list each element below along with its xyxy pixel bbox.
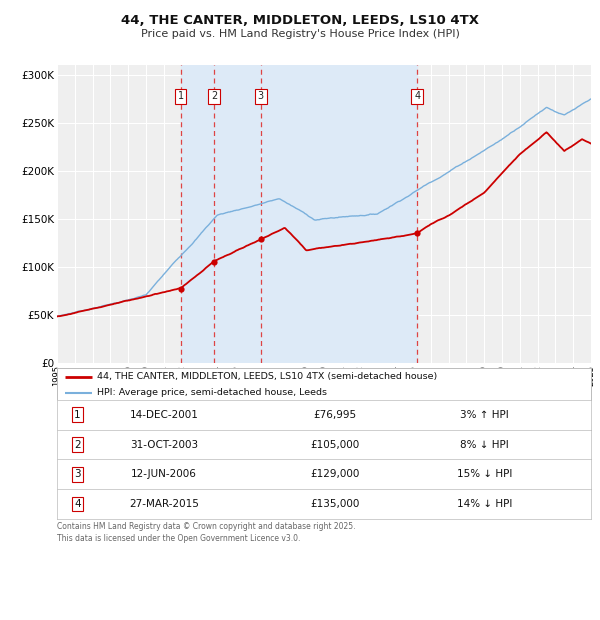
- Text: 44, THE CANTER, MIDDLETON, LEEDS, LS10 4TX (semi-detached house): 44, THE CANTER, MIDDLETON, LEEDS, LS10 4…: [97, 372, 437, 381]
- Text: 12-JUN-2006: 12-JUN-2006: [131, 469, 197, 479]
- Text: Contains HM Land Registry data © Crown copyright and database right 2025.: Contains HM Land Registry data © Crown c…: [57, 522, 355, 531]
- Text: £76,995: £76,995: [313, 410, 356, 420]
- Text: 2: 2: [211, 91, 217, 101]
- Text: 3% ↑ HPI: 3% ↑ HPI: [460, 410, 509, 420]
- Text: 8% ↓ HPI: 8% ↓ HPI: [460, 440, 509, 450]
- Bar: [181, 65, 417, 363]
- Text: £105,000: £105,000: [310, 440, 359, 450]
- Text: £135,000: £135,000: [310, 499, 359, 509]
- Text: HPI: Average price, semi-detached house, Leeds: HPI: Average price, semi-detached house,…: [97, 388, 327, 397]
- Text: 14-DEC-2001: 14-DEC-2001: [130, 410, 198, 420]
- Text: 4: 4: [74, 499, 80, 509]
- Text: 1: 1: [74, 410, 80, 420]
- Text: 27-MAR-2015: 27-MAR-2015: [129, 499, 199, 509]
- Text: 44, THE CANTER, MIDDLETON, LEEDS, LS10 4TX: 44, THE CANTER, MIDDLETON, LEEDS, LS10 4…: [121, 14, 479, 27]
- Text: 4: 4: [414, 91, 421, 101]
- Text: 15% ↓ HPI: 15% ↓ HPI: [457, 469, 512, 479]
- Text: 31-OCT-2003: 31-OCT-2003: [130, 440, 198, 450]
- Text: 14% ↓ HPI: 14% ↓ HPI: [457, 499, 512, 509]
- Text: Price paid vs. HM Land Registry's House Price Index (HPI): Price paid vs. HM Land Registry's House …: [140, 29, 460, 39]
- Text: £129,000: £129,000: [310, 469, 359, 479]
- Text: 3: 3: [258, 91, 264, 101]
- Text: 3: 3: [74, 469, 80, 479]
- Text: 1: 1: [178, 91, 184, 101]
- Text: 2: 2: [74, 440, 80, 450]
- Text: This data is licensed under the Open Government Licence v3.0.: This data is licensed under the Open Gov…: [57, 534, 301, 544]
